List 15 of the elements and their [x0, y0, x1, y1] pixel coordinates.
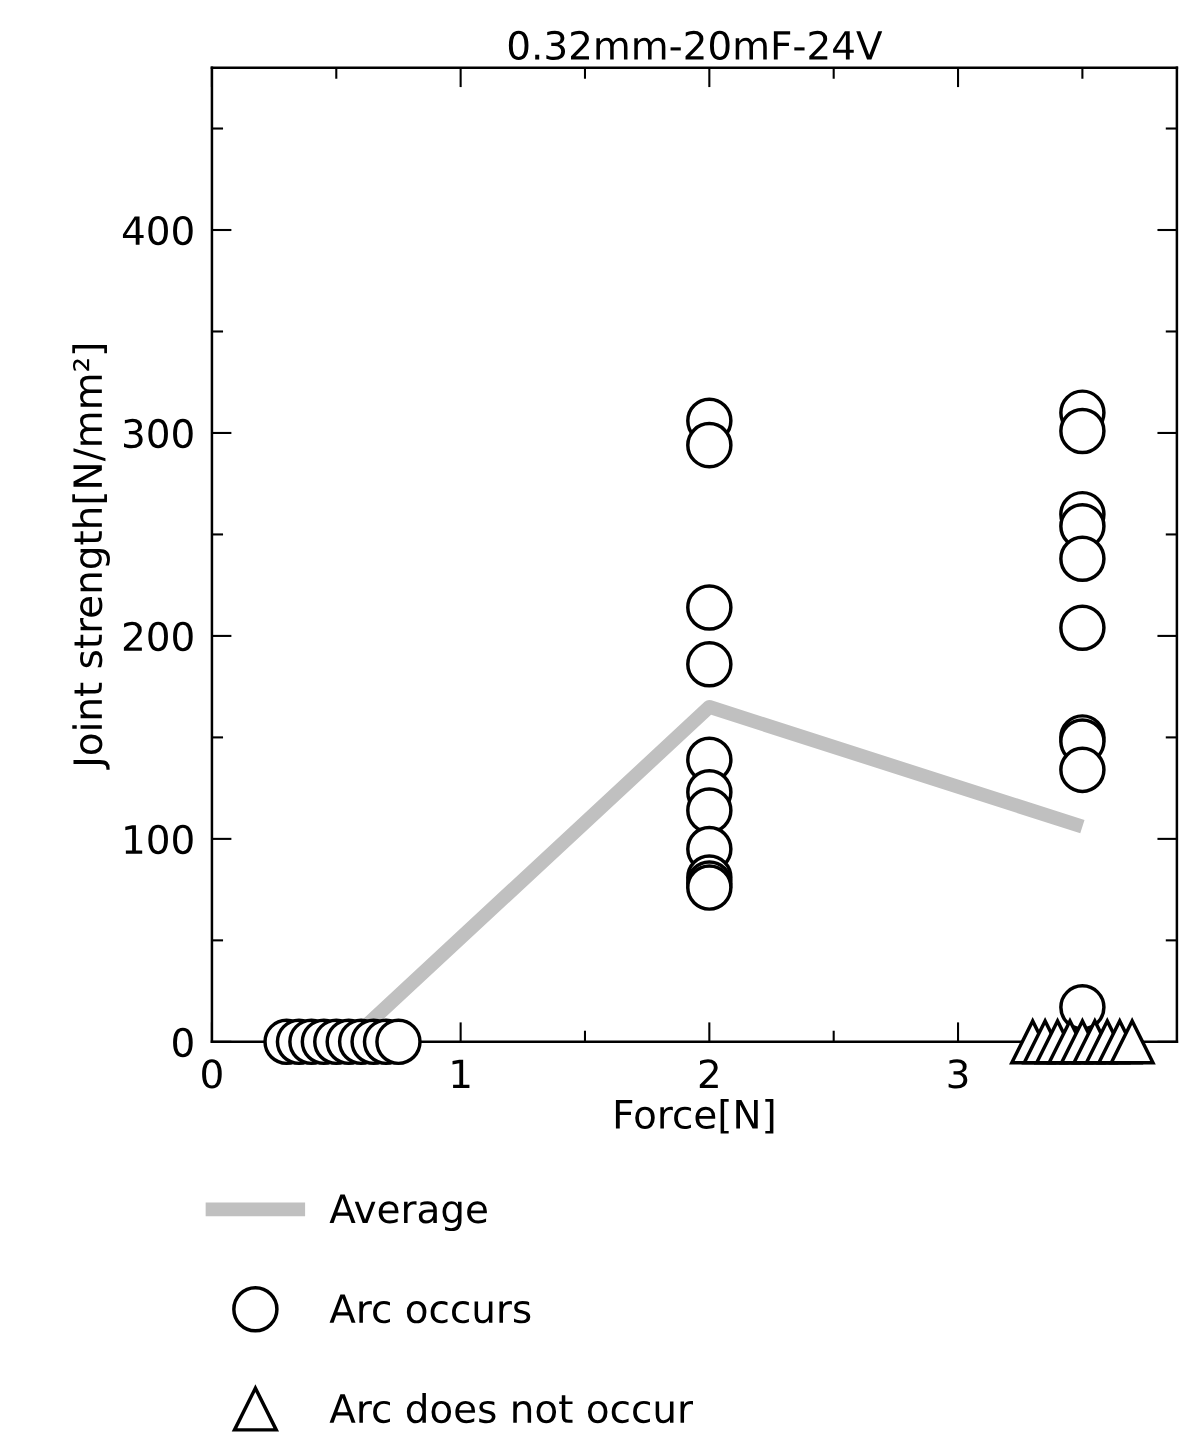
y-tick-label: 200: [123, 621, 193, 652]
y-tick-label: 300: [124, 418, 193, 449]
chart-title: 0.32mm-20mF-24V: [508, 30, 883, 61]
x-tick-label: 2: [699, 1059, 718, 1089]
legend-label: Arc occurs: [329, 1294, 531, 1324]
y-tick-label: 100: [125, 824, 193, 855]
x-tick-label: 0: [202, 1059, 222, 1089]
legend-label: Average: [329, 1194, 487, 1232]
x-tick-label: 3: [948, 1059, 968, 1089]
legend-label: Arc does not occur: [329, 1393, 693, 1424]
x-tick-label: 1: [452, 1059, 470, 1089]
x-axis-title: Force[N]: [615, 1098, 774, 1134]
y-tick-label: 0: [173, 1027, 193, 1058]
y-axis-title: Joint strength[N/mm²]: [72, 345, 110, 770]
y-tick-label: 400: [122, 215, 193, 246]
